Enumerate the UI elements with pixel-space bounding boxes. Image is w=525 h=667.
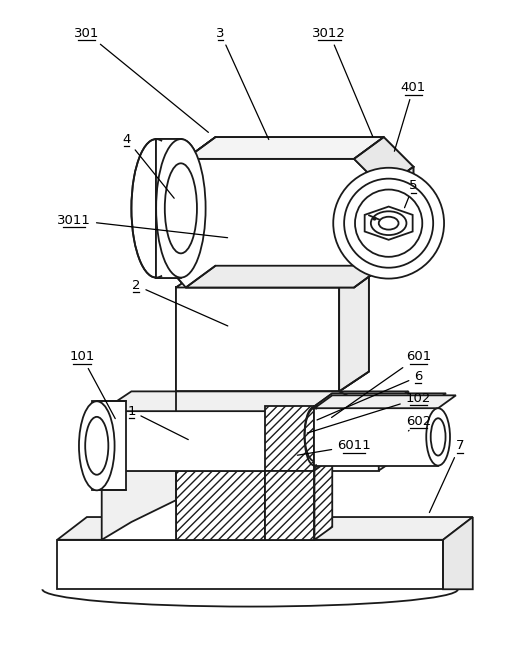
- Ellipse shape: [380, 217, 397, 229]
- Polygon shape: [186, 265, 384, 287]
- Ellipse shape: [430, 418, 446, 456]
- Polygon shape: [176, 267, 369, 287]
- Text: 102: 102: [307, 392, 431, 433]
- Polygon shape: [176, 267, 369, 287]
- Ellipse shape: [371, 211, 406, 235]
- Polygon shape: [156, 139, 181, 277]
- Polygon shape: [314, 458, 332, 540]
- Polygon shape: [265, 470, 314, 540]
- Text: 3012: 3012: [312, 27, 373, 137]
- Ellipse shape: [355, 189, 422, 257]
- Ellipse shape: [165, 163, 197, 253]
- Polygon shape: [314, 406, 428, 461]
- Polygon shape: [265, 451, 295, 540]
- Polygon shape: [176, 470, 265, 540]
- Text: 6011: 6011: [297, 440, 371, 456]
- Polygon shape: [186, 137, 384, 159]
- Polygon shape: [265, 406, 314, 470]
- Ellipse shape: [421, 416, 435, 452]
- Text: 1: 1: [127, 405, 188, 440]
- Text: 6: 6: [317, 370, 423, 420]
- Polygon shape: [156, 159, 384, 287]
- Polygon shape: [314, 394, 332, 470]
- Text: 7: 7: [429, 440, 464, 512]
- Ellipse shape: [156, 139, 206, 277]
- Polygon shape: [339, 267, 369, 392]
- Polygon shape: [176, 287, 339, 392]
- Text: 4: 4: [122, 133, 174, 198]
- Polygon shape: [354, 137, 413, 189]
- Polygon shape: [365, 207, 413, 240]
- Polygon shape: [102, 392, 408, 411]
- Polygon shape: [379, 392, 408, 470]
- Polygon shape: [102, 470, 176, 540]
- Polygon shape: [384, 167, 413, 253]
- Polygon shape: [354, 137, 413, 189]
- Text: 601: 601: [332, 350, 431, 418]
- Text: 3: 3: [216, 27, 269, 139]
- Polygon shape: [92, 402, 127, 490]
- Polygon shape: [365, 207, 413, 240]
- Polygon shape: [265, 451, 295, 540]
- Text: 5: 5: [405, 179, 417, 207]
- Text: 2: 2: [132, 279, 228, 326]
- Polygon shape: [176, 451, 295, 470]
- Polygon shape: [384, 167, 413, 253]
- Polygon shape: [443, 517, 472, 589]
- Text: 401: 401: [394, 81, 426, 151]
- Ellipse shape: [379, 217, 398, 229]
- Polygon shape: [57, 540, 443, 589]
- Polygon shape: [186, 137, 384, 159]
- Ellipse shape: [344, 179, 433, 267]
- Polygon shape: [314, 408, 438, 466]
- Text: 301: 301: [74, 27, 208, 132]
- Ellipse shape: [417, 407, 439, 461]
- Ellipse shape: [354, 189, 423, 258]
- Polygon shape: [156, 159, 384, 287]
- Ellipse shape: [165, 163, 197, 253]
- Polygon shape: [186, 265, 384, 287]
- Ellipse shape: [333, 168, 444, 279]
- Ellipse shape: [426, 408, 450, 466]
- Text: 602: 602: [406, 415, 431, 431]
- Polygon shape: [314, 396, 456, 408]
- Ellipse shape: [344, 179, 433, 267]
- Ellipse shape: [79, 402, 114, 490]
- Polygon shape: [176, 287, 339, 392]
- Polygon shape: [339, 267, 369, 392]
- Ellipse shape: [334, 169, 443, 277]
- Text: 3011: 3011: [57, 213, 227, 237]
- Polygon shape: [102, 470, 176, 540]
- Polygon shape: [156, 139, 181, 277]
- Ellipse shape: [85, 417, 108, 475]
- Polygon shape: [354, 231, 413, 287]
- Ellipse shape: [156, 139, 206, 277]
- Polygon shape: [57, 517, 473, 540]
- Polygon shape: [102, 411, 379, 470]
- Polygon shape: [156, 159, 384, 287]
- Polygon shape: [314, 394, 446, 406]
- Ellipse shape: [371, 212, 406, 234]
- Polygon shape: [176, 470, 265, 540]
- Text: 101: 101: [69, 350, 116, 419]
